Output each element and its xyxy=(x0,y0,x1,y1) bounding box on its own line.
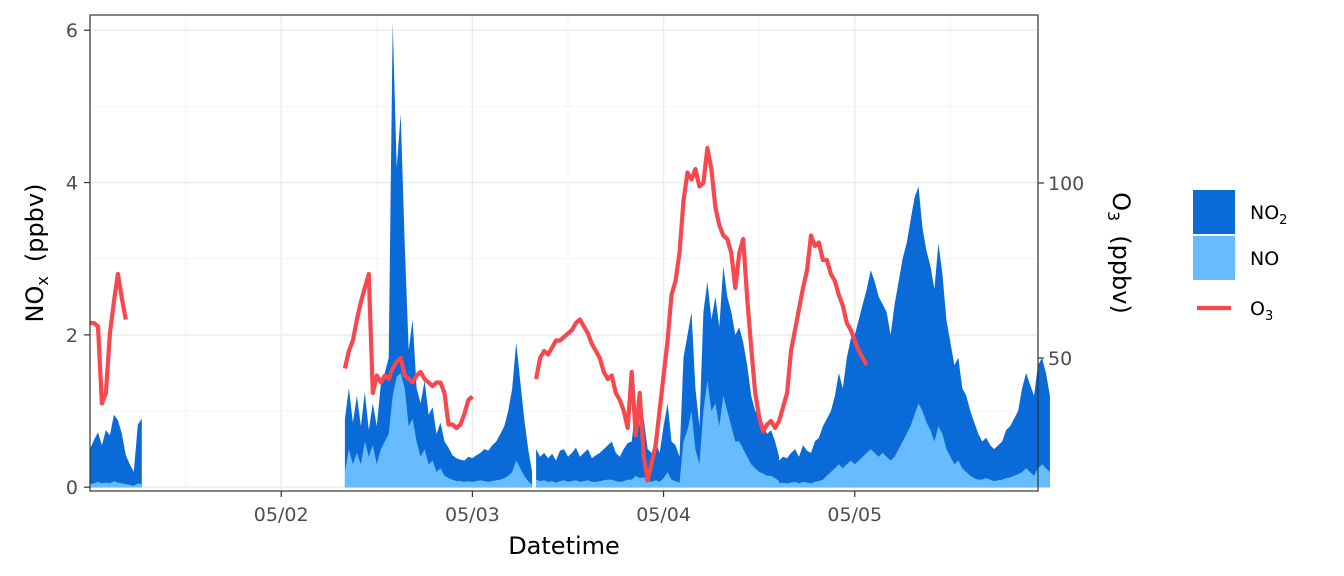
series-layer xyxy=(90,22,1050,488)
no2-area xyxy=(90,414,142,488)
legend-label-o3: O3 xyxy=(1250,298,1273,324)
y-left-title-main: NO xyxy=(21,286,49,323)
y-axis-left-title: NOx (ppbv) xyxy=(21,184,52,323)
legend-key-no2 xyxy=(1193,190,1235,234)
x-axis-ticks: 05/02 05/03 05/04 05/05 xyxy=(254,491,882,526)
y-left-title-sub: x xyxy=(33,276,52,285)
no-area xyxy=(90,481,142,488)
legend-label-no2: NO2 xyxy=(1250,202,1287,228)
no-area xyxy=(536,380,780,488)
y-left-tick-label: 0 xyxy=(66,477,78,499)
o3-line xyxy=(342,271,474,431)
o3-line xyxy=(90,271,128,406)
no-area xyxy=(775,403,1050,488)
y-right-tick-label: 50 xyxy=(1048,348,1072,370)
y-right-title-unit: (ppbv) xyxy=(1107,235,1135,314)
x-axis-title: Datetime xyxy=(508,532,620,560)
o3-line-series xyxy=(90,145,869,483)
no-area-series xyxy=(90,373,1050,488)
plot-border xyxy=(89,14,1039,492)
y-right-title-main: O xyxy=(1107,192,1135,211)
legend: NO2 NO O3 xyxy=(1193,190,1287,324)
y-left-tick-label: 6 xyxy=(66,20,78,42)
y-axis-right-title: O3 (ppbv) xyxy=(1104,192,1135,314)
y-left-tick-label: 4 xyxy=(66,173,78,195)
x-tick-label: 05/05 xyxy=(827,504,882,526)
y-left-title-unit: (ppbv) xyxy=(21,184,49,263)
legend-key-no xyxy=(1193,236,1235,280)
no-area xyxy=(344,373,533,488)
y-right-tick-label: 100 xyxy=(1048,173,1084,195)
y-left-tick-label: 2 xyxy=(66,325,78,347)
o3-line xyxy=(534,145,869,483)
y-right-title-sub: 3 xyxy=(1104,211,1123,221)
no2-area xyxy=(775,186,1050,488)
y-axis-left-ticks: 0 2 4 6 xyxy=(66,20,90,499)
legend-label-no: NO xyxy=(1250,248,1279,270)
y-axis-right-ticks: 50 100 xyxy=(1038,173,1084,370)
x-tick-label: 05/02 xyxy=(254,504,309,526)
x-tick-label: 05/03 xyxy=(445,504,500,526)
x-tick-label: 05/04 xyxy=(636,504,691,526)
